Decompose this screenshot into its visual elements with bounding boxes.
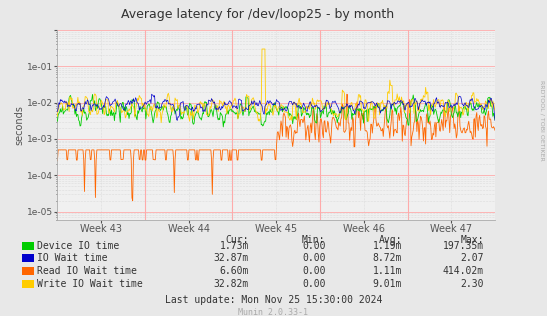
- Text: Avg:: Avg:: [379, 235, 402, 246]
- Text: 6.60m: 6.60m: [219, 266, 249, 276]
- Text: 197.35m: 197.35m: [443, 241, 484, 251]
- Text: Average latency for /dev/loop25 - by month: Average latency for /dev/loop25 - by mon…: [120, 8, 394, 21]
- Text: 414.02m: 414.02m: [443, 266, 484, 276]
- Text: Max:: Max:: [461, 235, 484, 246]
- Text: 2.07: 2.07: [461, 253, 484, 264]
- Text: 32.82m: 32.82m: [214, 279, 249, 289]
- Text: Min:: Min:: [302, 235, 325, 246]
- Text: Munin 2.0.33-1: Munin 2.0.33-1: [238, 308, 309, 316]
- Text: 32.87m: 32.87m: [214, 253, 249, 264]
- Text: 9.01m: 9.01m: [373, 279, 402, 289]
- Text: Write IO Wait time: Write IO Wait time: [37, 279, 143, 289]
- Text: 0.00: 0.00: [302, 279, 325, 289]
- Text: 1.19m: 1.19m: [373, 241, 402, 251]
- Text: 1.11m: 1.11m: [373, 266, 402, 276]
- Text: 0.00: 0.00: [302, 253, 325, 264]
- Text: RRDTOOL / TOBI OETIKER: RRDTOOL / TOBI OETIKER: [539, 80, 544, 161]
- Y-axis label: seconds: seconds: [14, 105, 25, 145]
- Text: 2.30: 2.30: [461, 279, 484, 289]
- Text: Read IO Wait time: Read IO Wait time: [37, 266, 137, 276]
- Text: 0.00: 0.00: [302, 241, 325, 251]
- Text: Last update: Mon Nov 25 15:30:00 2024: Last update: Mon Nov 25 15:30:00 2024: [165, 295, 382, 305]
- Text: Cur:: Cur:: [225, 235, 249, 246]
- Text: 8.72m: 8.72m: [373, 253, 402, 264]
- Text: 0.00: 0.00: [302, 266, 325, 276]
- Text: IO Wait time: IO Wait time: [37, 253, 108, 264]
- Text: Device IO time: Device IO time: [37, 241, 119, 251]
- Text: 1.73m: 1.73m: [219, 241, 249, 251]
